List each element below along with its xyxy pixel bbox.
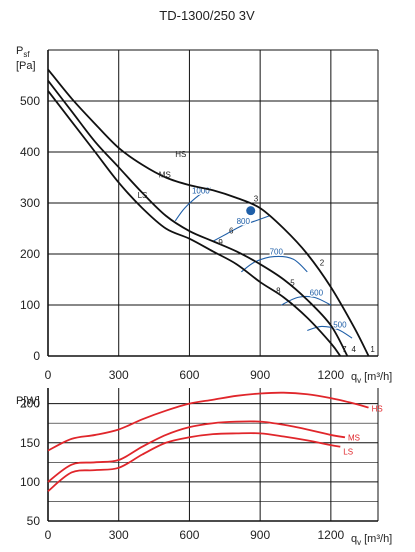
fan-curve: [47, 90, 342, 357]
rpm-label: 800: [237, 217, 251, 226]
chart-title: TD-1300/250 3V: [159, 8, 255, 23]
operating-point-label: 6: [229, 227, 234, 236]
fan-curve: [47, 80, 349, 357]
y-axis-unit: [Pa]: [16, 60, 36, 72]
series-label: HS: [175, 150, 186, 159]
y-axis-label-sub: sf: [23, 50, 30, 59]
y-tick-label: 400: [20, 145, 40, 159]
rpm-label: 700: [270, 248, 284, 257]
operating-point-label: 1: [370, 345, 375, 354]
operating-point-label: 8: [276, 286, 281, 295]
operating-point-label: 7: [342, 345, 347, 354]
x-axis-label: qv [m³/h]: [351, 533, 392, 547]
power-series-label: LS: [343, 448, 353, 457]
rpm-curve: [240, 255, 308, 273]
rpm-label: 700: [270, 248, 284, 257]
y-tick-label: 50: [27, 514, 41, 528]
x-axis-label-sub: v: [357, 538, 361, 547]
x-tick-label: 0: [45, 368, 52, 382]
y-tick-label: 100: [20, 475, 40, 489]
power-series-label: HS: [372, 405, 383, 414]
x-axis-label: qv [m³/h]: [351, 371, 392, 385]
operating-point-label: 3: [254, 195, 259, 204]
y-axis-label: Psf: [16, 45, 30, 59]
x-tick-label: 300: [109, 368, 129, 382]
rpm-curve: [212, 215, 270, 242]
y-tick-label: 500: [20, 94, 40, 108]
power-curve: [47, 420, 346, 483]
x-tick-label: 900: [250, 528, 270, 542]
operating-point-label: 9: [218, 238, 223, 247]
rpm-label: 800: [237, 217, 251, 226]
rpm-label: 1000: [192, 186, 210, 195]
operating-point-label: 2: [320, 258, 325, 267]
x-tick-label: 300: [109, 528, 129, 542]
fan-curve: [47, 68, 370, 357]
rpm-label: 600: [310, 288, 324, 297]
rpm-curve: [307, 325, 353, 339]
operating-point-marker: [246, 206, 256, 216]
x-axis-unit: [m³/h]: [364, 371, 392, 383]
x-tick-label: 600: [179, 528, 199, 542]
x-tick-label: 600: [179, 368, 199, 382]
series-label: LS: [138, 191, 148, 200]
y-tick-label: 100: [20, 298, 40, 312]
x-tick-label: 1200: [318, 368, 345, 382]
y-tick-label: 0: [33, 349, 40, 363]
y-tick-label: 300: [20, 196, 40, 210]
power-curve: [47, 432, 341, 492]
y-tick-label: 150: [20, 436, 40, 450]
power-series-label: MS: [348, 433, 360, 442]
operating-point-label: 5: [290, 279, 295, 288]
x-tick-label: 0: [45, 528, 52, 542]
power-curve: [47, 391, 369, 452]
operating-point-label: 4: [352, 345, 357, 354]
y-tick-label: 200: [20, 397, 40, 411]
y-axis-label: P[W]: [16, 395, 40, 407]
pressure-chart: 0 300 600 900 1200 0 100 200 300 400 500 Psf[Pa] qv[…: [16, 45, 392, 385]
y-tick-label: 200: [20, 247, 40, 261]
x-axis-label-sub: v: [357, 376, 361, 385]
rpm-label: 600: [310, 288, 324, 297]
x-tick-label: 900: [250, 368, 270, 382]
rpm-label: 500: [333, 320, 347, 329]
x-axis-unit: [m³/h]: [364, 533, 392, 545]
series-label: MS: [159, 171, 171, 180]
x-tick-label: 1200: [318, 528, 345, 542]
rpm-label: 500: [333, 320, 347, 329]
rpm-curve: [174, 187, 211, 222]
